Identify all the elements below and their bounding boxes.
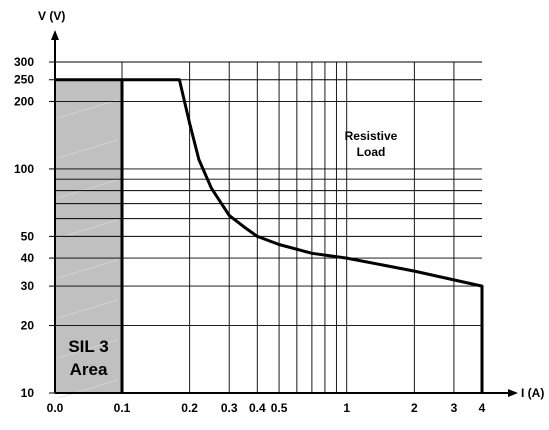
- sil3-area-texture: [58, 299, 119, 319]
- x-axis-title: I (A): [521, 386, 544, 400]
- sil3-area-texture: [58, 179, 119, 199]
- y-tick-label: 50: [21, 229, 35, 243]
- series-layer: [55, 78, 484, 393]
- y-tick-label: 200: [14, 94, 34, 108]
- y-tick-label: 10: [21, 386, 35, 400]
- resistive-load-curve: [122, 78, 484, 393]
- x-tick-label: 2: [411, 401, 418, 415]
- x-tick-label: 0.5: [271, 401, 288, 415]
- ticks-layer: 10 20 30 40 50 100 200 250 300 0.0 0.1 0.2 0.3 0.4 0.5…: [14, 55, 486, 415]
- x-tick-label: 0.2: [181, 401, 198, 415]
- x-tick-label: 1: [343, 401, 350, 415]
- sil3-area-texture: [58, 139, 119, 159]
- axes-layer: V (V) I (A): [38, 9, 544, 400]
- sil3-area-texture: [58, 219, 119, 239]
- y-tick-label: 20: [21, 319, 35, 333]
- x-tick-label: 0.0: [47, 401, 64, 415]
- x-tick-label: 4: [479, 401, 486, 415]
- y-tick-label: 100: [14, 162, 34, 176]
- resistive-load-label: Load: [357, 145, 386, 159]
- y-axis-arrow-icon: [51, 30, 59, 40]
- y-tick-label: 40: [21, 251, 35, 265]
- sil3-area-texture: [58, 99, 119, 119]
- y-tick-label: 250: [14, 73, 34, 87]
- sil3-area-label: SIL 3: [68, 337, 108, 356]
- sil3-area-texture: [58, 339, 119, 359]
- grid-layer: [55, 61, 482, 393]
- y-tick-label: 30: [21, 279, 35, 293]
- x-tick-label: 3: [451, 401, 458, 415]
- x-tick-label: 0.1: [114, 401, 131, 415]
- sil3-area-texture: [58, 259, 119, 279]
- x-tick-label: 0.4: [249, 401, 266, 415]
- y-axis-title: V (V): [38, 9, 65, 23]
- x-tick-label: 0.3: [221, 401, 238, 415]
- sil3-area-texture: [58, 379, 119, 399]
- sil3-area-label: Area: [70, 360, 108, 379]
- resistive-load-label: Resistive: [345, 129, 398, 143]
- x-axis-arrow-icon: [508, 389, 518, 397]
- annotation-layer: Resistive Load SIL 3 Area: [68, 129, 397, 379]
- y-tick-label: 300: [14, 55, 34, 69]
